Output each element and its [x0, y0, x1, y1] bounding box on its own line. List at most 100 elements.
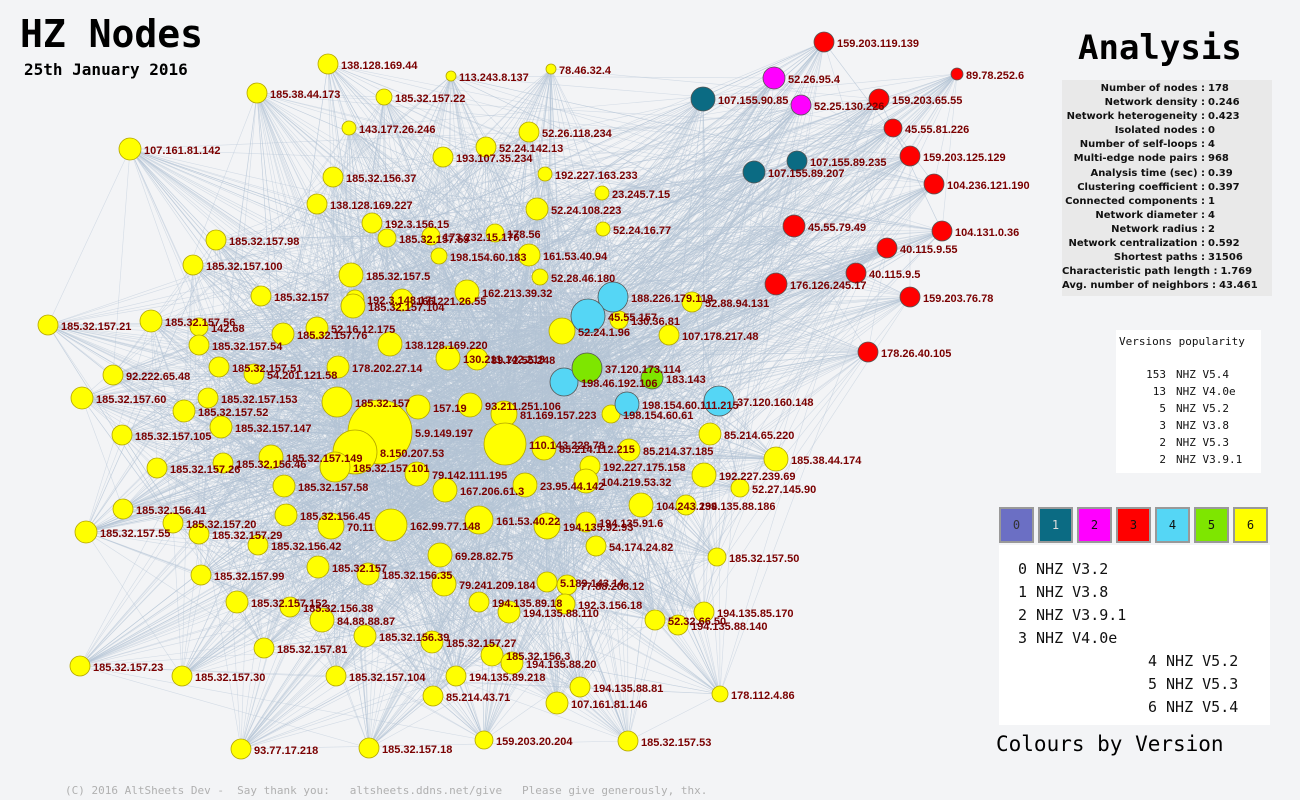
- stat-row: Connected components :1: [1062, 195, 1272, 209]
- network-node: [377, 228, 397, 248]
- network-node: [182, 254, 204, 276]
- node-label: 107.155.89.207: [768, 168, 844, 180]
- network-node: [374, 508, 408, 542]
- footer-credit: (C) 2016 AltSheets Dev - Say thank you: …: [65, 784, 708, 797]
- graph-edge: [215, 237, 388, 241]
- stat-row: Network radius :2: [1062, 223, 1272, 237]
- stat-value: 0: [1208, 125, 1215, 137]
- graph-edge: [438, 68, 552, 257]
- graph-edge: [198, 447, 545, 535]
- network-node: [325, 665, 347, 687]
- node-label: 185.32.157.23: [93, 662, 163, 674]
- graph-edge: [528, 68, 552, 133]
- node-label: 159.203.125.129: [923, 152, 1006, 164]
- popularity-version: NHZ V5.3: [1176, 436, 1229, 449]
- graph-edge: [218, 131, 530, 368]
- network-node: [617, 730, 639, 752]
- graph-edge: [218, 327, 318, 368]
- graph-edge: [47, 324, 287, 516]
- stat-label: Characteristic path length :: [1062, 266, 1218, 278]
- network-node: [69, 655, 91, 677]
- node-label: 161.53.40.94: [543, 251, 608, 263]
- stat-value: 0.423: [1208, 111, 1240, 123]
- node-label: 185.32.157.105: [135, 431, 211, 443]
- stat-value: 1: [1208, 195, 1215, 207]
- legend-entry-name: NHZ V5.3: [1166, 675, 1239, 693]
- network-node: [628, 492, 654, 518]
- analysis-stats-panel: Number of nodes :178 Network density :0.2…: [1062, 80, 1272, 297]
- network-node: [306, 555, 330, 579]
- node-label: 185.32.157.50: [729, 553, 799, 565]
- graph-edge: [85, 296, 614, 533]
- graph-edge: [129, 148, 356, 453]
- node-label: 178.112.4.86: [731, 690, 795, 702]
- stat-label: Avg. number of neighbors :: [1062, 280, 1217, 292]
- network-node: [205, 229, 227, 251]
- node-label: 185.32.157.101: [353, 463, 429, 475]
- network-node: [171, 665, 193, 687]
- network-node: [358, 737, 380, 759]
- network-node: [375, 88, 393, 106]
- node-label: 185.32.157.52: [198, 407, 268, 419]
- graph-edge: [256, 92, 385, 98]
- network-node: [876, 237, 898, 259]
- node-label: 104.131.0.36: [955, 227, 1019, 239]
- network-node: [338, 262, 364, 288]
- network-node: [445, 70, 457, 82]
- graph-edge: [383, 96, 391, 345]
- node-label: 185.32.157.54: [212, 341, 283, 353]
- node-label: 178.202.27.14: [352, 363, 423, 375]
- stat-label: Number of nodes :: [1100, 83, 1205, 94]
- graph-edge: [483, 545, 597, 741]
- stat-label: Isolated nodes :: [1114, 125, 1205, 137]
- popularity-count: 2: [1159, 436, 1166, 449]
- legend-entry-name: NHZ V3.2: [1036, 560, 1109, 578]
- node-label: 178.56: [507, 229, 541, 241]
- node-label: 185.32.157.5: [366, 271, 430, 283]
- stat-value: 0.592: [1208, 238, 1240, 250]
- version-swatch-5: 5: [1194, 507, 1229, 543]
- stat-row: Number of self-loops :4: [1062, 138, 1272, 152]
- graph-edge: [327, 63, 857, 274]
- network-node: [274, 503, 298, 527]
- stat-value: 4: [1208, 209, 1215, 221]
- network-node: [474, 730, 494, 750]
- network-node: [353, 624, 377, 648]
- popularity-count: 153: [1146, 368, 1166, 381]
- node-label: 194.135.88.186: [699, 501, 775, 513]
- popularity-row: 13 NHZ V4.0e: [1116, 385, 1236, 398]
- node-label: 54.201.121.58: [267, 370, 337, 382]
- popularity-count: 5: [1159, 402, 1166, 415]
- network-node: [644, 609, 666, 631]
- network-node: [250, 285, 272, 307]
- graph-edge: [709, 155, 911, 435]
- legend-entry-id: 5: [1148, 675, 1158, 693]
- node-label: 81.169.157.223: [520, 410, 596, 422]
- graph-edge: [156, 373, 255, 469]
- node-label: 185.32.157.104: [349, 672, 426, 684]
- versions-popularity-title: Versions popularity: [1119, 335, 1245, 348]
- node-label: 89.72.55.248: [491, 355, 555, 367]
- node-label: 77.88.208.12: [580, 581, 644, 593]
- network-node: [762, 66, 786, 90]
- stat-value: 178: [1208, 83, 1229, 94]
- stat-label: Connected components :: [1065, 195, 1205, 207]
- node-label: 185.32.157.30: [195, 672, 265, 684]
- network-node: [782, 214, 806, 238]
- network-node: [691, 462, 717, 488]
- node-label: 185.32.156.38: [303, 603, 373, 615]
- graph-edge: [121, 434, 687, 506]
- popularity-version: NHZ V5.4: [1176, 368, 1229, 381]
- network-node: [690, 86, 716, 112]
- stat-label: Network radius :: [1111, 223, 1205, 235]
- node-label: 198.154.60.183: [450, 252, 526, 264]
- network-node: [790, 94, 812, 116]
- node-label: 69.28.82.75: [455, 551, 513, 563]
- node-label: 194.135.85.170: [717, 608, 793, 620]
- graph-edge: [444, 98, 704, 491]
- stat-label: Network diameter :: [1095, 209, 1205, 221]
- legend-entry-id: 0: [1018, 560, 1028, 578]
- node-label: 157.19: [433, 403, 467, 415]
- network-node: [545, 691, 569, 715]
- node-label: 193.107.35.234: [456, 153, 533, 165]
